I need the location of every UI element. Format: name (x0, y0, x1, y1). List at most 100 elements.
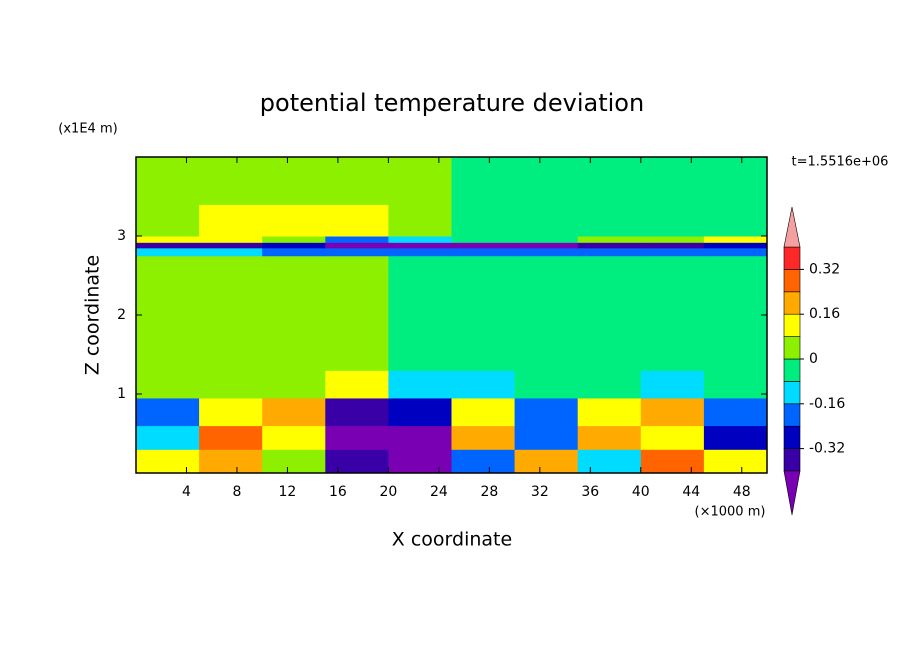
field-cell (325, 255, 389, 316)
field-cell (388, 236, 452, 243)
x-tick-label: 36 (581, 484, 599, 500)
field-cell (262, 370, 326, 399)
colorbar-tick-label: -0.16 (809, 396, 845, 412)
field-cell (640, 157, 705, 205)
colorbar-segment (783, 246, 801, 270)
field-cell (199, 315, 263, 371)
y-axis-label: Z coordinate (82, 255, 104, 375)
colorbar-segment (783, 425, 801, 449)
time-annotation: t=1.5516e+06 (792, 155, 889, 170)
chart-title: potential temperature deviation (260, 89, 644, 117)
field-cell (577, 449, 642, 474)
field-cell (640, 247, 705, 257)
field-cell (136, 204, 200, 237)
x-tick-label: 32 (531, 484, 549, 500)
colorbar-segment (783, 336, 801, 360)
field-cell (136, 157, 200, 205)
field-cell (325, 204, 389, 237)
colorbar-segment (783, 269, 801, 293)
field-cell (640, 397, 705, 427)
field-cell (199, 397, 263, 427)
field-cell (703, 315, 768, 371)
field-cell (262, 315, 326, 371)
field-cell (199, 247, 263, 257)
colorbar-low (783, 470, 801, 516)
field-cell (703, 236, 768, 243)
field-cell (136, 315, 200, 371)
field-cell (136, 397, 200, 427)
field-cell (199, 425, 263, 450)
field-cell (451, 425, 516, 450)
x-tick-label: 28 (480, 484, 498, 500)
field-cell (703, 242, 768, 249)
y-unit: (x1E4 m) (58, 122, 117, 137)
colorbar-segment (783, 403, 801, 427)
field-cell (262, 236, 326, 243)
field-cell (640, 425, 705, 450)
field-cell (388, 204, 452, 237)
field-cell (577, 397, 642, 427)
field-cell (262, 425, 326, 450)
field-cell (451, 397, 516, 427)
field-cell (136, 242, 200, 249)
field-cell (199, 157, 263, 205)
field-cell (325, 449, 389, 474)
field-cell (136, 370, 200, 399)
field-cell (703, 157, 768, 205)
field-cell (325, 370, 389, 399)
y-tick-label: 2 (117, 307, 126, 323)
field-cell (514, 397, 579, 427)
colorbar-tick-label: 0.16 (809, 306, 840, 322)
colorbar-segment (783, 358, 801, 382)
y-tick-label: 1 (117, 386, 126, 402)
colorbar-segment (783, 381, 801, 405)
field-cell (640, 449, 705, 474)
field-cell (388, 157, 452, 205)
field-cell (388, 370, 452, 399)
x-unit: (×1000 m) (695, 505, 766, 520)
field-cell (262, 449, 326, 474)
field-cell (703, 449, 768, 474)
colorbar-segment (783, 291, 801, 315)
field-cell (262, 204, 326, 237)
field-cell (199, 204, 263, 237)
colorbar-segment (783, 313, 801, 337)
field-cell (640, 204, 705, 237)
x-tick-label: 16 (329, 484, 347, 500)
field-cell (388, 425, 452, 450)
field-cell (325, 425, 389, 450)
field-cell (703, 255, 768, 316)
field-cell (388, 247, 452, 257)
field-cell (514, 315, 579, 371)
x-tick-label: 44 (682, 484, 700, 500)
field-cell (136, 425, 200, 450)
field-cell (262, 397, 326, 427)
field-cell (451, 204, 516, 237)
field-cell (199, 242, 263, 249)
field-cell (577, 370, 642, 399)
field-cell (325, 315, 389, 371)
field-cell (451, 255, 516, 316)
field-cell (325, 157, 389, 205)
field-cell (262, 157, 326, 205)
x-tick-label: 24 (430, 484, 448, 500)
field-cell (577, 315, 642, 371)
field-cell (703, 247, 768, 257)
field-cell (514, 370, 579, 399)
field-cell (514, 449, 579, 474)
field-cell (136, 255, 200, 316)
field-cell (514, 157, 579, 205)
field-cell (388, 315, 452, 371)
field-cell (325, 236, 389, 243)
field-cell (136, 247, 200, 257)
field-cell (514, 236, 579, 243)
field-cell (640, 236, 705, 243)
field-cell (640, 242, 705, 249)
x-axis-label: X coordinate (392, 529, 512, 551)
colorbar-tick-label: -0.32 (809, 441, 845, 457)
field-cell (703, 425, 768, 450)
colorbar-segment (783, 448, 801, 472)
field-cell (199, 449, 263, 474)
field-cell (136, 236, 200, 243)
